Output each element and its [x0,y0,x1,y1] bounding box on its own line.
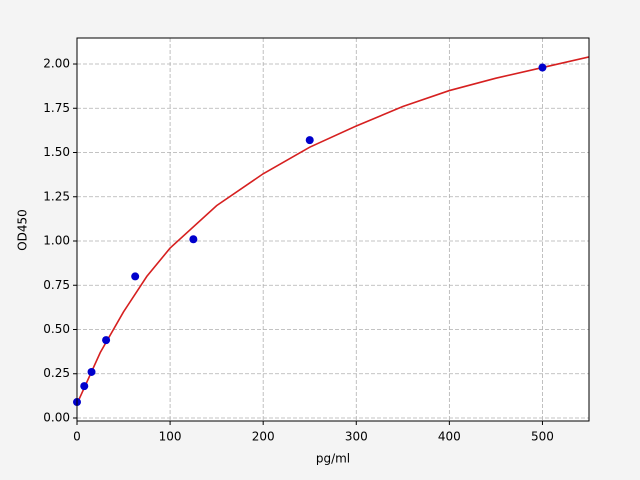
data-point [189,235,198,244]
data-point [305,136,314,145]
y-tick-label: 0.00 [43,410,70,424]
data-point [87,367,96,376]
x-tick-label: 500 [531,430,554,444]
y-axis-label: OD450 [16,209,30,251]
plot-frame [76,37,590,422]
y-tick-label: 0.25 [43,366,70,380]
data-point [102,336,111,345]
x-tick-label: 200 [252,430,275,444]
x-tick-label: 100 [159,430,182,444]
y-tick-label: 1.50 [43,145,70,159]
y-tick-label: 1.75 [43,101,70,115]
x-tick-label: 0 [73,430,81,444]
plot-area [77,38,589,421]
data-point [131,272,140,281]
fit-curve [77,56,589,405]
x-tick-label: 300 [345,430,368,444]
data-point [80,382,89,391]
y-tick-label: 0.50 [43,322,70,336]
x-axis-label: pg/ml [316,452,350,466]
y-tick-label: 1.25 [43,189,70,203]
x-tick-label: 400 [438,430,461,444]
y-tick-label: 2.00 [43,57,70,71]
y-tick-label: 0.75 [43,278,70,292]
data-point [538,63,547,72]
y-tick-label: 1.00 [43,234,70,248]
